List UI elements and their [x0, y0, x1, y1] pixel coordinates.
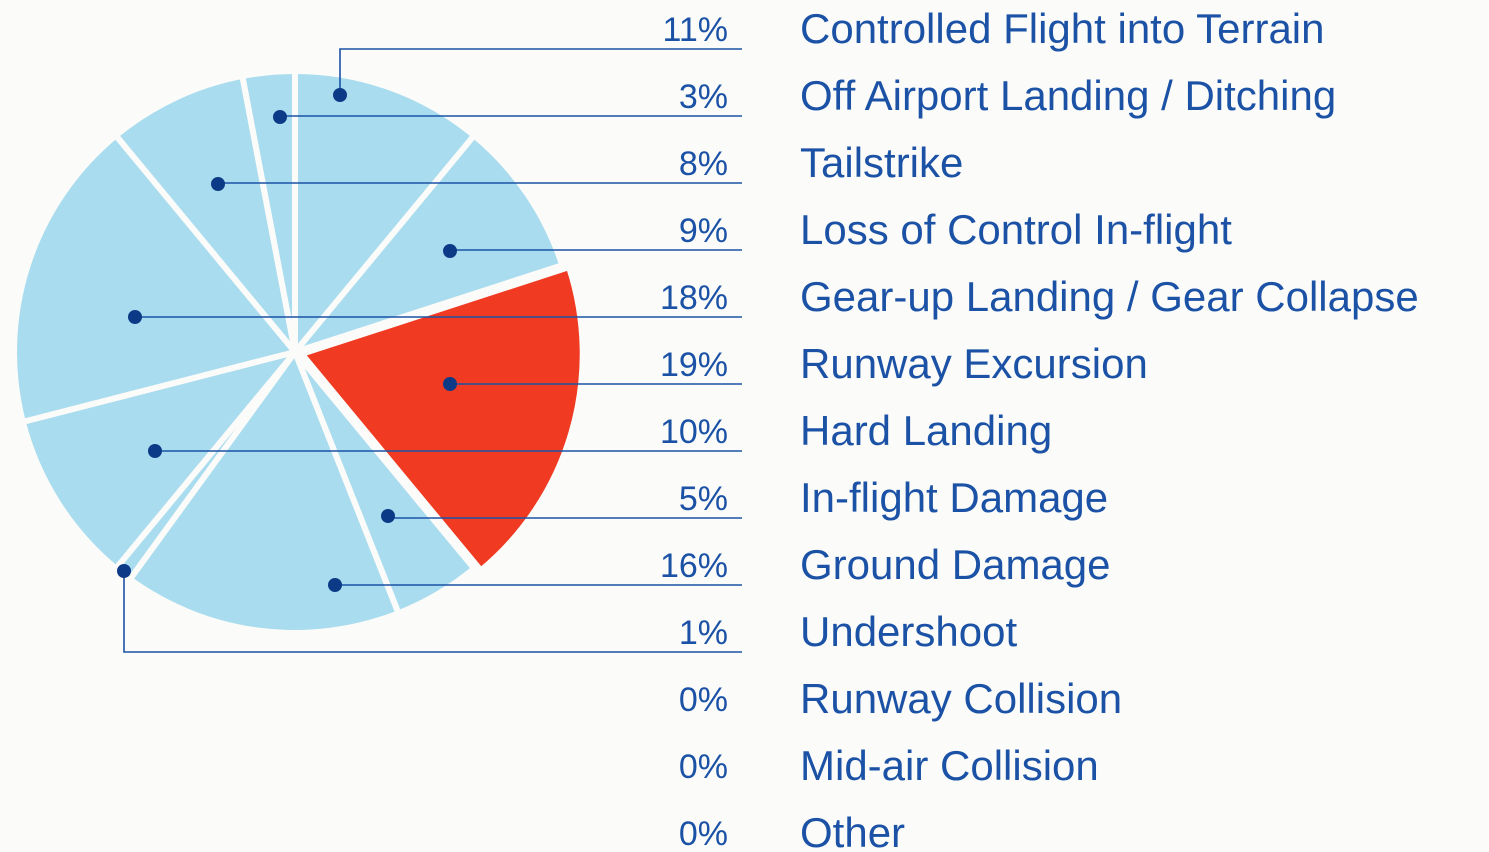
category-label: Gear-up Landing / Gear Collapse [800, 273, 1419, 320]
percent-label: 3% [679, 78, 728, 116]
percent-label: 0% [679, 681, 728, 719]
category-label: Runway Collision [800, 675, 1122, 722]
percent-label: 9% [679, 212, 728, 250]
leader-dot [443, 244, 457, 258]
leader-dot [273, 110, 287, 124]
leader-dot [211, 177, 225, 191]
percent-label: 0% [679, 815, 728, 852]
category-label: Other [800, 809, 905, 852]
percent-label: 0% [679, 748, 728, 786]
percent-label: 18% [660, 279, 728, 317]
leader-dot [128, 310, 142, 324]
percent-label: 11% [662, 11, 728, 49]
category-label: Tailstrike [800, 139, 963, 186]
category-label: Hard Landing [800, 407, 1052, 454]
pie-slice [292, 132, 566, 355]
category-label: Undershoot [800, 608, 1017, 655]
percent-label: 16% [660, 547, 728, 585]
category-label: Runway Excursion [800, 340, 1148, 387]
leader-line [123, 571, 742, 653]
leader-dot [328, 578, 342, 592]
leader-dot [148, 444, 162, 458]
percent-label: 8% [679, 145, 728, 183]
leader-dot [381, 509, 395, 523]
percent-label: 10% [660, 413, 728, 451]
percent-label: 19% [660, 346, 728, 384]
pie-slice [298, 264, 586, 574]
category-label: Off Airport Landing / Ditching [800, 72, 1336, 119]
pie-slice [292, 68, 478, 355]
pie-slice [239, 68, 298, 355]
leader-dot [333, 88, 347, 102]
leader-dot [443, 377, 457, 391]
category-label: Controlled Flight into Terrain [800, 5, 1325, 52]
category-label: Ground Damage [800, 541, 1111, 588]
category-label: Mid-air Collision [800, 742, 1099, 789]
pie-slice [112, 72, 298, 355]
leader-dot [117, 564, 131, 578]
category-label: In-flight Damage [800, 474, 1108, 521]
percent-label: 1% [679, 614, 728, 652]
category-label: Loss of Control In-flight [800, 206, 1232, 253]
percent-label: 5% [679, 480, 728, 518]
pie-slice [11, 132, 298, 425]
pie-slice [126, 349, 402, 636]
leader-line [339, 48, 742, 95]
